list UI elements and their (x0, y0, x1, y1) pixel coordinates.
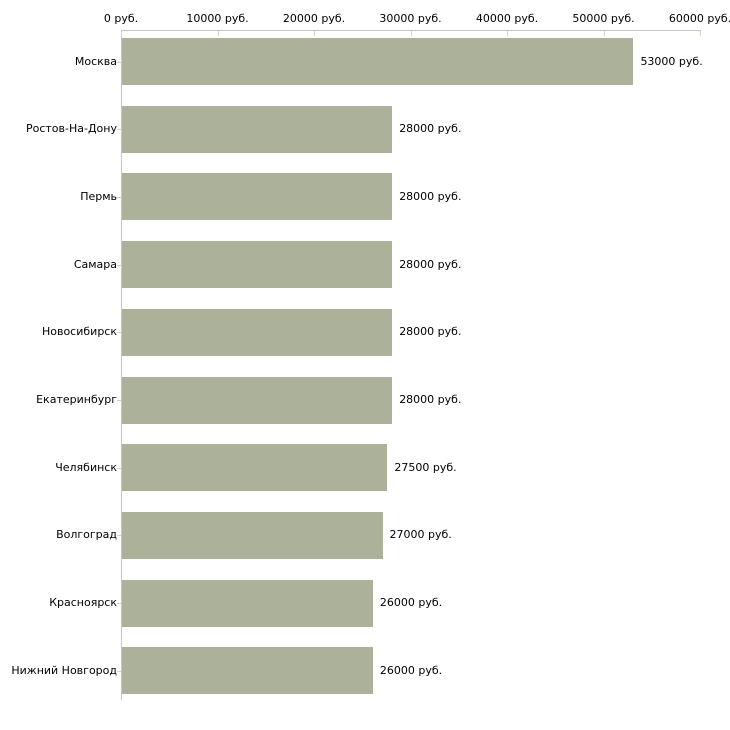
category-label: Челябинск (55, 460, 117, 474)
category-tick (117, 332, 121, 334)
x-axis-tick-label: 60000 руб. (668, 12, 730, 25)
value-label: 28000 руб. (399, 257, 462, 271)
x-axis-tick (603, 31, 605, 36)
x-axis-tick (507, 31, 508, 36)
bar (122, 647, 373, 695)
category-label: Новосибирск (41, 325, 117, 339)
category-label: Пермь (80, 189, 117, 203)
y-axis-line (121, 30, 122, 700)
value-label: 28000 руб. (399, 189, 462, 203)
x-axis-line (121, 30, 701, 31)
bar (122, 173, 393, 221)
category-label: Нижний Новгород (11, 663, 117, 677)
category-tick (117, 196, 121, 198)
category-label: Красноярск (49, 596, 117, 610)
value-label: 27000 руб. (389, 528, 452, 542)
value-label: 28000 руб. (399, 393, 462, 406)
category-tick (117, 61, 121, 63)
category-label: Волгоград (56, 528, 117, 542)
value-label: 26000 руб. (379, 596, 443, 610)
x-axis-tick (217, 31, 219, 36)
bar (122, 579, 373, 627)
value-label: 26000 руб. (379, 663, 443, 677)
bar (122, 105, 393, 153)
category-label: Екатеринбург (36, 393, 117, 406)
value-label: 28000 руб. (399, 325, 462, 339)
category-label: Москва (74, 54, 117, 68)
category-tick (117, 670, 121, 672)
x-axis-tick-label: 30000 руб. (379, 12, 442, 25)
x-axis-tick-label: 20000 руб. (282, 12, 346, 25)
category-tick (117, 264, 121, 266)
category-tick (117, 467, 121, 469)
bar (122, 241, 393, 289)
x-axis-tick-label: 10000 руб. (186, 12, 249, 25)
bar (122, 308, 393, 356)
value-label: 27500 руб. (394, 460, 457, 474)
bar (122, 38, 634, 85)
bar (122, 511, 383, 559)
value-label: 53000 руб. (640, 54, 703, 68)
x-axis-tick (410, 31, 412, 36)
category-tick (117, 603, 121, 605)
x-axis-tick-label: 50000 руб. (572, 12, 635, 25)
category-tick (117, 535, 121, 537)
x-axis-tick (121, 31, 122, 36)
x-axis-tick (314, 31, 315, 36)
category-label: Самара (73, 257, 117, 271)
category-tick (117, 129, 121, 131)
value-label: 28000 руб. (399, 122, 462, 136)
x-axis-tick-label: 0 руб. (103, 12, 139, 25)
x-axis-tick (700, 31, 701, 36)
bar (122, 444, 388, 492)
category-label: Ростов-На-Дону (25, 122, 117, 136)
bar (122, 376, 393, 424)
category-tick (117, 400, 121, 401)
x-axis-tick-label: 40000 руб. (475, 12, 539, 25)
